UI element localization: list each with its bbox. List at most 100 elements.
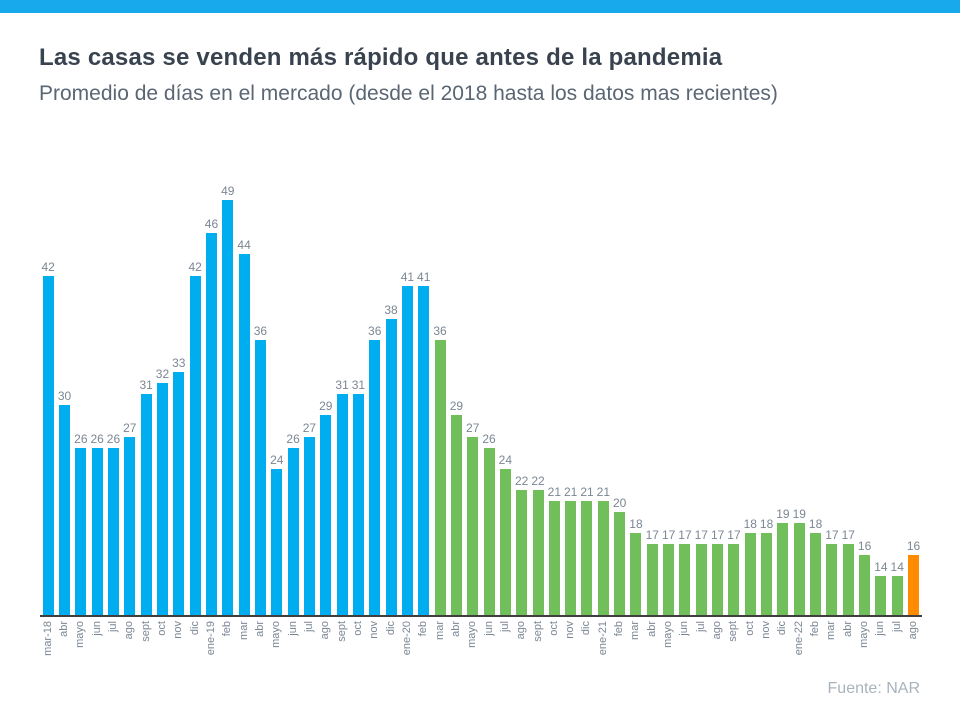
x-axis-label: jun [874, 621, 887, 636]
x-axis-label: sept [727, 621, 740, 642]
x-axis-label: feb [613, 621, 626, 637]
bar [679, 544, 691, 615]
bar-value-label: 26 [286, 431, 300, 446]
bar-value-label: 18 [743, 517, 757, 532]
bar-slot: 42 [187, 259, 203, 615]
bar-value-label: 24 [270, 452, 284, 467]
x-axis-tick: sept [530, 617, 546, 689]
bar [630, 533, 642, 615]
bar-value-label: 42 [41, 259, 55, 274]
bar [712, 544, 724, 615]
x-axis-tick: feb [611, 617, 627, 689]
bar-slot: 30 [56, 389, 72, 615]
x-axis-label: mar [825, 621, 838, 640]
bar [434, 340, 446, 615]
x-axis-label: sept [139, 621, 152, 642]
x-axis-label: ene-22 [792, 621, 805, 656]
x-axis-label: jul [890, 621, 903, 633]
x-axis-label: feb [221, 621, 234, 637]
bar-value-label: 36 [433, 324, 447, 339]
bar-value-label: 24 [498, 452, 513, 467]
bar [826, 544, 838, 615]
x-axis-tick: jun [285, 617, 301, 689]
x-axis-label: mar [237, 621, 250, 640]
bar-slot: 32 [154, 368, 170, 615]
bar-slot: 26 [105, 431, 121, 615]
x-axis-label: sept [335, 621, 348, 642]
x-axis-tick: abr [448, 617, 464, 689]
x-axis-tick: oct [546, 617, 562, 689]
header-stripe [0, 0, 960, 13]
x-axis-label: oct [547, 621, 560, 636]
bar-slot: 27 [301, 421, 317, 615]
x-axis-tick: abr [56, 617, 72, 689]
bar-slot: 16 [905, 539, 921, 615]
bar-slot: 29 [318, 400, 334, 615]
x-axis-tick: abr [840, 617, 856, 689]
bar [532, 490, 544, 615]
x-axis-label: abr [449, 621, 462, 637]
bar-slot: 17 [693, 529, 709, 615]
x-axis-tick: ago [122, 617, 138, 689]
bar-value-label: 14 [874, 560, 888, 575]
bar-slot: 36 [432, 325, 448, 615]
x-axis-tick: jul [889, 617, 905, 689]
x-axis-label: ene-19 [204, 621, 217, 656]
bar-slot: 17 [644, 529, 660, 615]
bar-value-label: 19 [792, 506, 806, 521]
bar [418, 286, 430, 615]
bar-slot: 19 [775, 507, 791, 615]
bar-value-label: 32 [155, 367, 170, 381]
bar-value-label: 41 [417, 270, 431, 285]
bar-slot: 21 [595, 486, 611, 615]
bar-value-label: 16 [857, 538, 872, 553]
bar-value-label: 18 [759, 517, 774, 532]
bar-value-label: 26 [90, 431, 104, 446]
bar-slot: 41 [416, 271, 432, 615]
x-axis-label: mar-18 [41, 621, 54, 656]
x-axis-tick: mar [432, 617, 448, 689]
bar [810, 533, 822, 615]
chart-subtitle: Promedio de días en el mercado (desde el… [39, 82, 778, 105]
bar-value-label: 17 [694, 528, 708, 543]
bar-value-label: 17 [661, 528, 676, 543]
x-axis-tick: nov [367, 617, 383, 689]
x-axis-label: feb [809, 621, 822, 637]
bar-slot: 41 [399, 271, 415, 615]
bar [908, 554, 920, 615]
bar-value-label: 17 [645, 528, 659, 543]
bar-slot: 22 [530, 475, 546, 615]
bar-slot: 49 [220, 185, 236, 615]
bar-value-label: 17 [841, 528, 855, 543]
bar-slot: 31 [138, 378, 154, 615]
x-axis-tick: mar [824, 617, 840, 689]
bar-slot: 26 [481, 432, 497, 615]
bar-slot: 31 [334, 378, 350, 615]
bar-slot: 33 [171, 357, 187, 615]
bar-slot: 38 [383, 303, 399, 615]
bar-value-label: 18 [808, 517, 823, 532]
bar-value-label: 14 [890, 560, 904, 575]
bar [728, 544, 740, 615]
bar [124, 436, 136, 615]
x-axis-label: nov [172, 621, 185, 639]
bar-value-label: 22 [515, 474, 529, 489]
bar-value-label: 42 [188, 259, 202, 274]
x-axis-tick: dic [579, 617, 595, 689]
x-axis-label: mayo [858, 621, 871, 648]
x-axis-label: oct [351, 621, 364, 636]
x-axis-tick: ene-19 [203, 617, 219, 689]
bar-slot: 21 [546, 486, 562, 615]
bar [793, 522, 805, 615]
bar-value-label: 22 [531, 474, 545, 489]
x-axis-tick: ene-22 [791, 617, 807, 689]
bar [369, 340, 381, 615]
x-axis-label: dic [188, 621, 201, 636]
bar-value-label: 26 [106, 431, 121, 446]
bar [189, 275, 201, 615]
bar-slot: 27 [465, 421, 481, 615]
bar-value-label: 20 [612, 495, 627, 510]
bar-slot: 14 [873, 561, 889, 615]
bar [597, 501, 609, 615]
bar-slot: 17 [660, 529, 676, 615]
